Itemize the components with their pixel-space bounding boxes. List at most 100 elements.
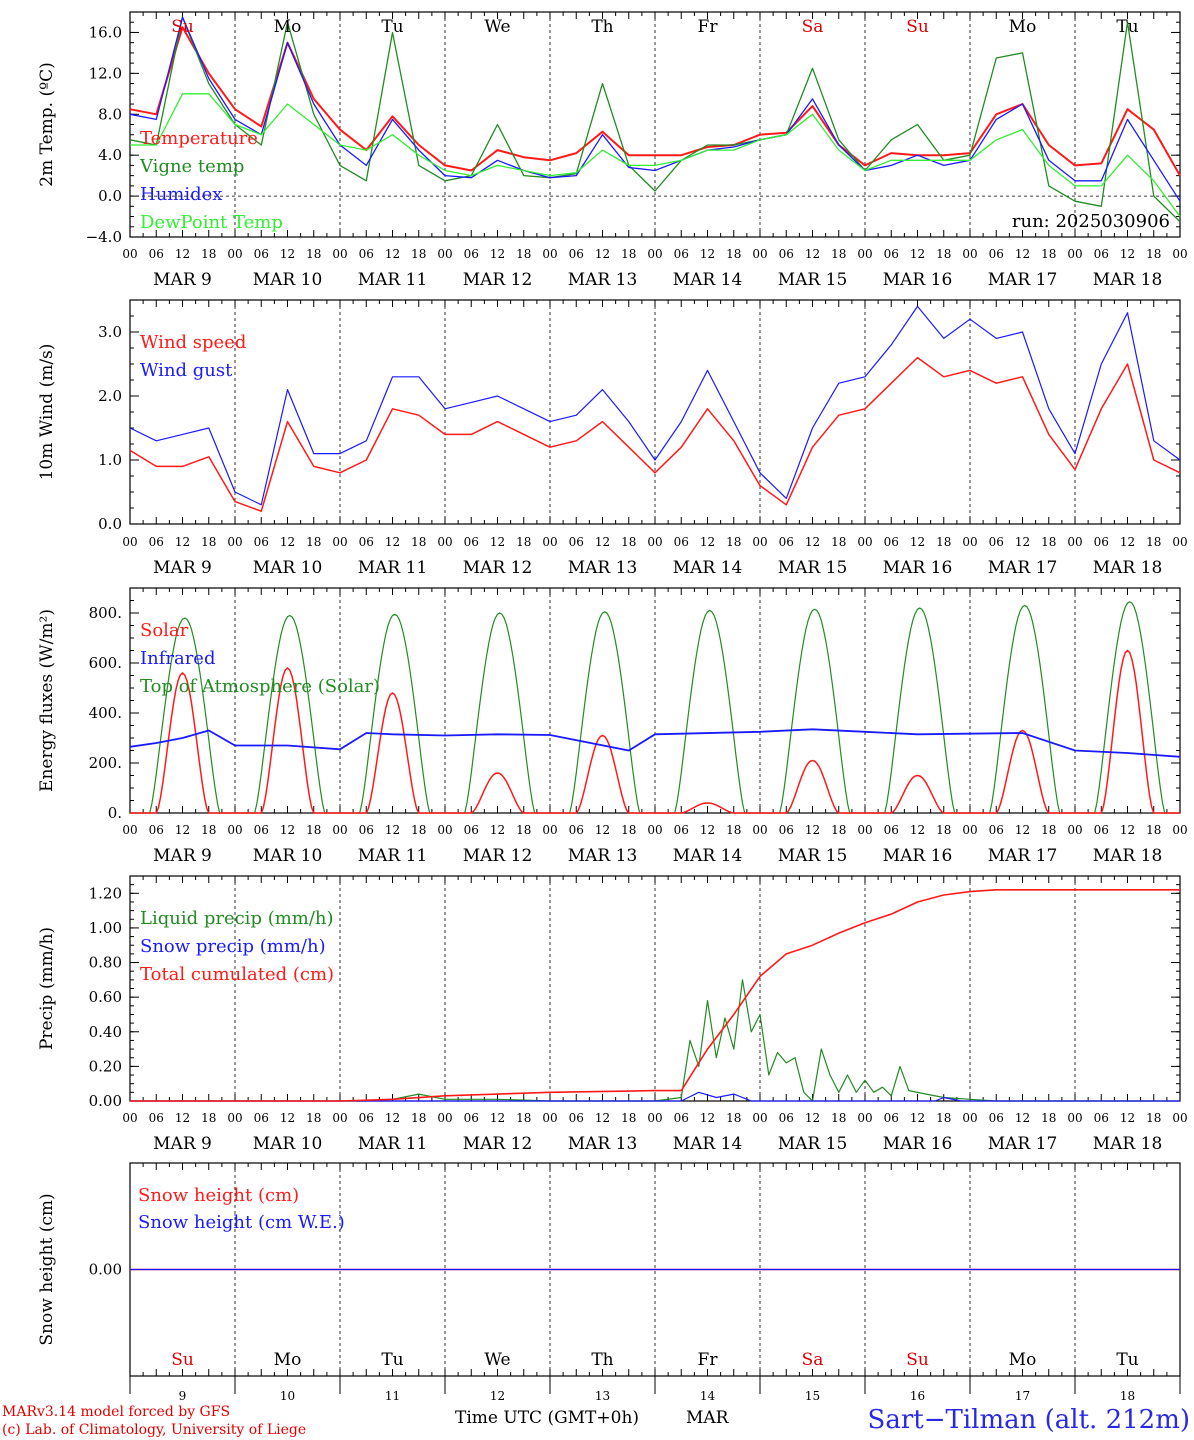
series-line-solar	[130, 649, 1180, 814]
hour-tick-label: 12	[175, 535, 190, 549]
weekday-label: Mo	[274, 1350, 302, 1370]
weekday-label: Fr	[698, 17, 719, 37]
day-number-label: 11	[385, 1389, 400, 1403]
hour-tick-label: 00	[962, 247, 977, 261]
hour-tick-label: 12	[385, 247, 400, 261]
hour-tick-label: 00	[752, 1111, 767, 1125]
hour-tick-label: 06	[674, 823, 689, 837]
legend-entry: Snow precip (mm/h)	[140, 936, 326, 957]
hour-tick-label: 00	[122, 823, 137, 837]
hour-tick-label: 18	[201, 535, 216, 549]
hour-tick-label: 06	[1094, 823, 1109, 837]
weekday-label: We	[484, 1350, 510, 1370]
series-line-2	[129, 16, 1181, 223]
hour-tick-label: 00	[1067, 823, 1082, 837]
y-tick-label: 400.	[89, 704, 122, 722]
hour-tick-label: 06	[149, 535, 164, 549]
hour-tick-label: 06	[989, 535, 1004, 549]
hour-tick-label: 12	[700, 535, 715, 549]
weekday-label: Su	[171, 17, 194, 37]
hour-tick-label: 06	[989, 247, 1004, 261]
date-tick-label: MAR 14	[673, 1134, 743, 1154]
hour-tick-label: 00	[857, 823, 872, 837]
hour-tick-label: 18	[1146, 823, 1161, 837]
hour-tick-label: 12	[280, 535, 295, 549]
hour-tick-label: 06	[884, 1111, 899, 1125]
y-tick-label: −4.0	[86, 228, 122, 246]
hour-tick-label: 00	[332, 535, 347, 549]
hour-tick-label: 00	[962, 535, 977, 549]
hour-tick-label: 06	[779, 1111, 794, 1125]
series-line-4	[130, 93, 1181, 217]
date-tick-label: MAR 16	[883, 270, 953, 290]
hour-tick-label: 18	[516, 535, 531, 549]
y-tick-label: 12.0	[89, 64, 122, 82]
hour-tick-label: 18	[411, 1111, 426, 1125]
date-tick-label: MAR 12	[463, 846, 533, 866]
y-tick-label: 0.20	[89, 1057, 122, 1075]
y-tick-label: 1.20	[89, 884, 122, 902]
hour-tick-label: 00	[437, 247, 452, 261]
hour-tick-label: 06	[359, 823, 374, 837]
hour-tick-label: 18	[516, 1111, 531, 1125]
date-tick-label: MAR 17	[988, 846, 1058, 866]
series-line-infrared	[129, 728, 1181, 758]
day-number-label: 10	[280, 1389, 295, 1403]
hour-tick-label: 00	[752, 823, 767, 837]
hour-tick-label: 00	[437, 823, 452, 837]
hour-tick-label: 06	[674, 247, 689, 261]
weekday-label: Tu	[381, 17, 403, 37]
hour-tick-label: 06	[149, 823, 164, 837]
day-number-label: 18	[1120, 1389, 1135, 1403]
hour-tick-label: 18	[936, 247, 951, 261]
hour-tick-label: 06	[1094, 247, 1109, 261]
hour-tick-label: 06	[359, 535, 374, 549]
lab-credit: (c) Lab. of Climatology, University of L…	[2, 1422, 306, 1438]
day-number-label: 9	[179, 1389, 187, 1403]
weekday-label: Mo	[1009, 1350, 1037, 1370]
hour-tick-label: 12	[1120, 823, 1135, 837]
y-tick-label: 600.	[89, 654, 122, 672]
day-number-label: 16	[910, 1389, 925, 1403]
hour-tick-label: 06	[884, 247, 899, 261]
hour-tick-label: 12	[1120, 535, 1135, 549]
hour-tick-label: 18	[201, 247, 216, 261]
hour-tick-label: 06	[149, 1111, 164, 1125]
hour-tick-label: 12	[490, 535, 505, 549]
weekday-label: Th	[591, 1350, 613, 1370]
footer: MARv3.14 model forced by GFS (c) Lab. of…	[2, 1404, 1190, 1438]
legend-entry: Solar	[140, 620, 189, 641]
hour-tick-label: 00	[227, 823, 242, 837]
legend-entry: Top of Atmosphere (Solar)	[140, 676, 380, 697]
day-number-label: 15	[805, 1389, 820, 1403]
date-tick-label: MAR 11	[358, 558, 428, 578]
hour-tick-label: 12	[700, 1111, 715, 1125]
legend-entry: Snow height (cm)	[138, 1185, 299, 1206]
panel-1: −4.0 0.0 4.0 8.0 12.0 16.0 2m Temp. (ºC) Temper…	[37, 11, 1188, 290]
y-tick-label: 1.0	[98, 451, 122, 469]
date-tick-label: MAR 9	[153, 270, 212, 290]
series-line-2	[130, 1091, 1180, 1102]
hour-tick-label: 18	[726, 1111, 741, 1125]
date-tick-label: MAR 17	[988, 558, 1058, 578]
panel-5: 0.00 Snow height (cm) Snow height (cm) Snow…	[37, 1162, 1181, 1403]
hour-tick-label: 06	[674, 535, 689, 549]
date-tick-label: MAR 9	[153, 1134, 212, 1154]
legend-entry: Humidex	[140, 184, 222, 205]
hour-tick-label: 18	[831, 1111, 846, 1125]
hour-tick-label: 06	[884, 823, 899, 837]
date-tick-label: MAR 16	[883, 846, 953, 866]
hour-tick-label: 12	[595, 823, 610, 837]
hour-tick-label: 18	[411, 247, 426, 261]
hour-tick-label: 18	[726, 823, 741, 837]
hour-tick-label: 12	[595, 535, 610, 549]
hour-tick-label: 18	[621, 823, 636, 837]
hour-tick-label: 18	[621, 535, 636, 549]
hour-tick-label: 06	[569, 535, 584, 549]
hour-tick-label: 12	[700, 247, 715, 261]
hour-tick-label: 18	[306, 247, 321, 261]
hour-tick-label: 00	[122, 535, 137, 549]
y-tick-label: 800.	[89, 604, 122, 622]
model-credit: MARv3.14 model forced by GFS	[2, 1404, 230, 1420]
hour-tick-label: 06	[464, 535, 479, 549]
